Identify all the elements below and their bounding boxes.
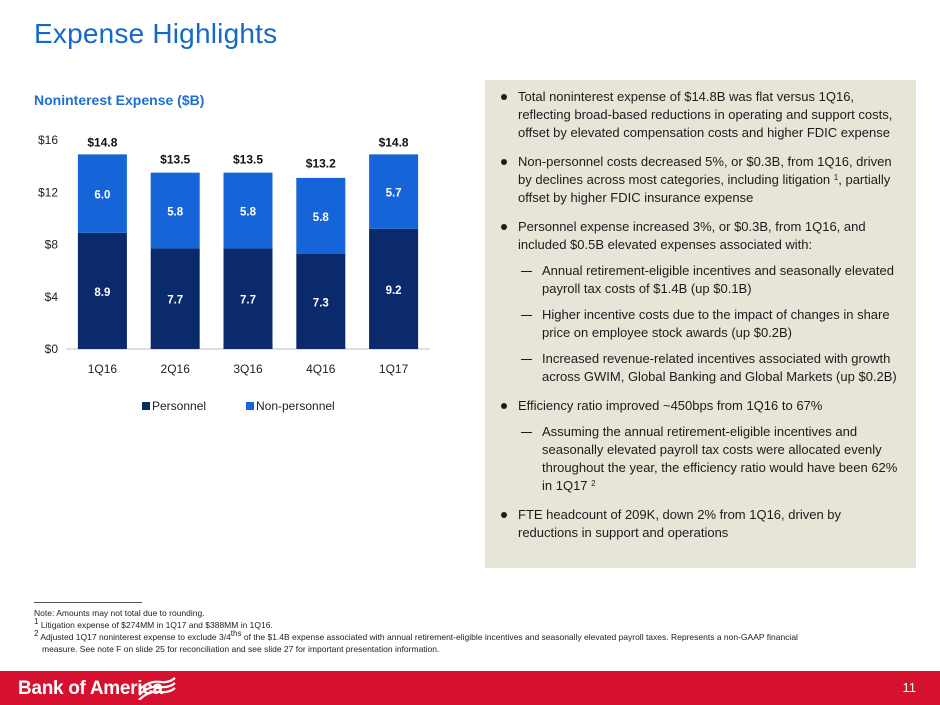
data-label: 7.7 bbox=[167, 295, 183, 307]
footnote-2: 2 Adjusted 1Q17 noninterest expense to e… bbox=[34, 629, 798, 643]
bar-personnel bbox=[223, 248, 273, 349]
page-number: 11 bbox=[902, 680, 917, 695]
data-label: 7.3 bbox=[313, 297, 329, 309]
y-tick-label: $12 bbox=[38, 185, 58, 199]
footnotes: Note: Amounts may not total due to round… bbox=[34, 602, 914, 655]
x-tick-label: 1Q17 bbox=[379, 362, 409, 376]
footnote-divider bbox=[34, 602, 142, 603]
y-tick-label: $4 bbox=[45, 290, 59, 304]
data-label: 5.8 bbox=[167, 207, 184, 219]
bullet-total-expense: Total noninterest expense of $14.8B was … bbox=[499, 88, 904, 142]
x-tick-label: 3Q16 bbox=[233, 362, 263, 376]
bar-personnel bbox=[150, 248, 200, 349]
page-title: Expense Highlights bbox=[34, 18, 278, 49]
legend-swatch-personnel bbox=[142, 402, 150, 410]
y-tick-label: $0 bbox=[45, 342, 59, 356]
legend-label-non-personnel: Non-personnel bbox=[256, 399, 335, 413]
flag-icon bbox=[138, 677, 176, 700]
chart-title: Noninterest Expense ($B) bbox=[34, 92, 205, 108]
bullet-efficiency: Efficiency ratio improved ~450bps from 1… bbox=[499, 397, 904, 415]
bullet-non-personnel: Non-personnel costs decreased 5%, or $0.… bbox=[499, 153, 904, 207]
footnote-1: 1 Litigation expense of $274MM in 1Q17 a… bbox=[34, 617, 273, 631]
bar-personnel bbox=[369, 228, 419, 349]
data-label: 7.7 bbox=[240, 295, 256, 307]
data-label: 8.9 bbox=[94, 287, 110, 299]
total-label: $13.5 bbox=[160, 153, 190, 167]
bar-non-personnel bbox=[77, 154, 127, 233]
legend-swatch-non-personnel bbox=[246, 402, 254, 410]
footer-bar: Bank of America 11 bbox=[0, 671, 940, 705]
data-label: 5.7 bbox=[386, 188, 402, 200]
legend-label-personnel: Personnel bbox=[152, 399, 206, 413]
sub-bullet-incentive: Higher incentive costs due to the impact… bbox=[499, 306, 904, 342]
highlights-panel: Total noninterest expense of $14.8B was … bbox=[485, 80, 916, 568]
footnote-2-cont: measure. See note F on slide 25 for reco… bbox=[42, 644, 440, 654]
bar-non-personnel bbox=[150, 172, 200, 249]
logo-text: Bank of America bbox=[18, 678, 163, 699]
total-label: $13.2 bbox=[306, 157, 336, 171]
total-label: $13.5 bbox=[233, 153, 263, 167]
y-tick-label: $8 bbox=[45, 238, 59, 252]
data-label: 9.2 bbox=[386, 285, 402, 297]
bar-non-personnel bbox=[296, 177, 346, 254]
x-tick-label: 1Q16 bbox=[88, 362, 118, 376]
data-label: 6.0 bbox=[94, 190, 110, 202]
total-label: $14.8 bbox=[379, 136, 409, 150]
x-tick-label: 2Q16 bbox=[161, 362, 191, 376]
bar-non-personnel bbox=[369, 154, 419, 229]
total-label: $14.8 bbox=[87, 136, 117, 150]
x-tick-label: 4Q16 bbox=[306, 362, 336, 376]
bullet-headcount: FTE headcount of 209K, down 2% from 1Q16… bbox=[499, 506, 904, 542]
sub-bullet-revenue: Increased revenue-related incentives ass… bbox=[499, 350, 904, 386]
bar-non-personnel bbox=[223, 172, 273, 249]
bar-personnel bbox=[77, 232, 127, 349]
data-label: 5.8 bbox=[313, 212, 330, 224]
data-label: 5.8 bbox=[240, 207, 257, 219]
bullet-personnel: Personnel expense increased 3%, or $0.3B… bbox=[499, 218, 904, 254]
sub-bullet-efficiency: Assuming the annual retirement-eligible … bbox=[499, 423, 904, 495]
expense-chart: $0 $4 $8 $12 $16 8.9 6.0 $14.8 1Q16 7.7 5.8 $13.5 2Q… bbox=[38, 133, 430, 413]
sub-bullet-retirement: Annual retirement-eligible incentives an… bbox=[499, 262, 904, 298]
footnote-note: Note: Amounts may not total due to round… bbox=[34, 608, 205, 618]
y-tick-label: $16 bbox=[38, 133, 58, 147]
bar-personnel bbox=[296, 253, 346, 349]
